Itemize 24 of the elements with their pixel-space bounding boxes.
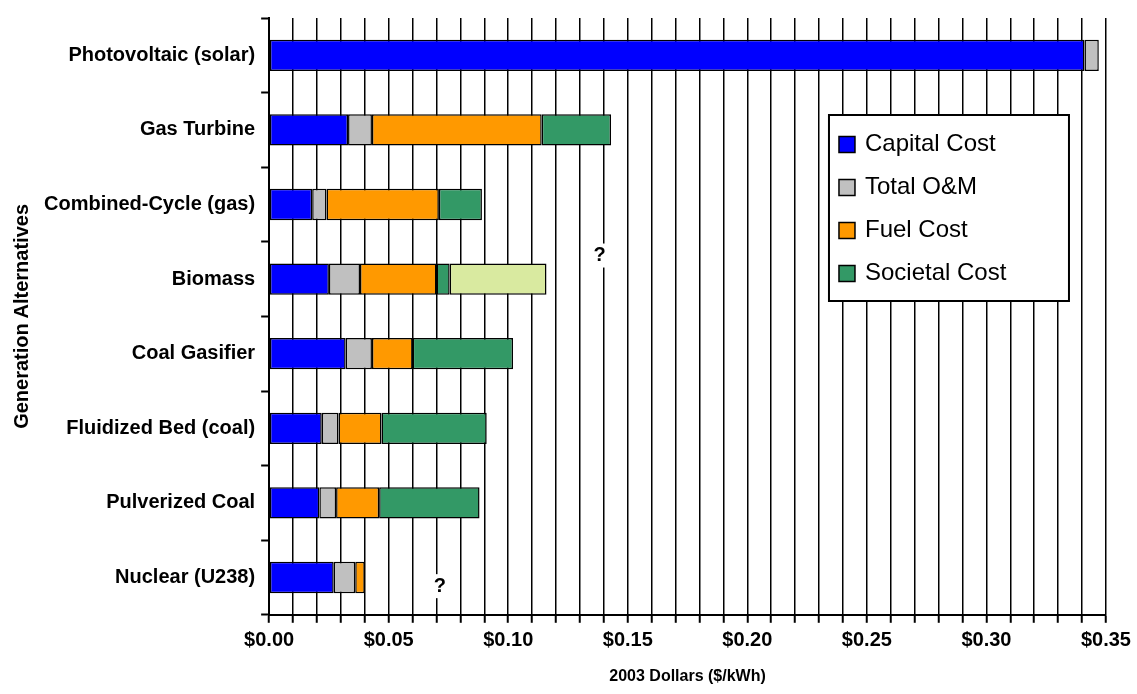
x-tick-label: $0.25 xyxy=(841,628,892,651)
y-tick-label: Biomass xyxy=(171,266,256,289)
x-tick-label: $0.20 xyxy=(722,628,773,651)
legend-label: Societal Cost xyxy=(864,258,1007,286)
legend-label: Total O&M xyxy=(864,172,978,200)
x-tick-label: $0.15 xyxy=(602,628,653,651)
legend-label: Capital Cost xyxy=(864,129,997,157)
x-tick-label: $0.10 xyxy=(483,628,534,651)
legend-label: Fuel Cost xyxy=(864,215,969,243)
x-tick-label: $0.00 xyxy=(244,628,295,651)
y-axis-title: Generation Alternatives xyxy=(9,203,32,429)
x-tick-label: $0.35 xyxy=(1080,628,1132,651)
x-tick-label: $0.30 xyxy=(961,628,1012,651)
y-tick-label: Nuclear (U238) xyxy=(115,565,256,588)
y-tick-label: Gas Turbine xyxy=(139,117,256,140)
x-tick-label: $0.05 xyxy=(363,628,414,651)
y-tick-label: Pulverized Coal xyxy=(106,490,256,513)
y-tick-label: Coal Gasifier xyxy=(131,341,256,364)
y-tick-label: Combined-Cycle (gas) xyxy=(43,192,256,215)
y-tick-label: Photovoltaic (solar) xyxy=(68,42,256,65)
x-axis-title: 2003 Dollars ($/kWh) xyxy=(609,666,766,684)
annotation: ? xyxy=(593,243,606,266)
y-tick-label: Fluidized Bed (coal) xyxy=(66,415,256,438)
annotation: ? xyxy=(433,573,446,596)
